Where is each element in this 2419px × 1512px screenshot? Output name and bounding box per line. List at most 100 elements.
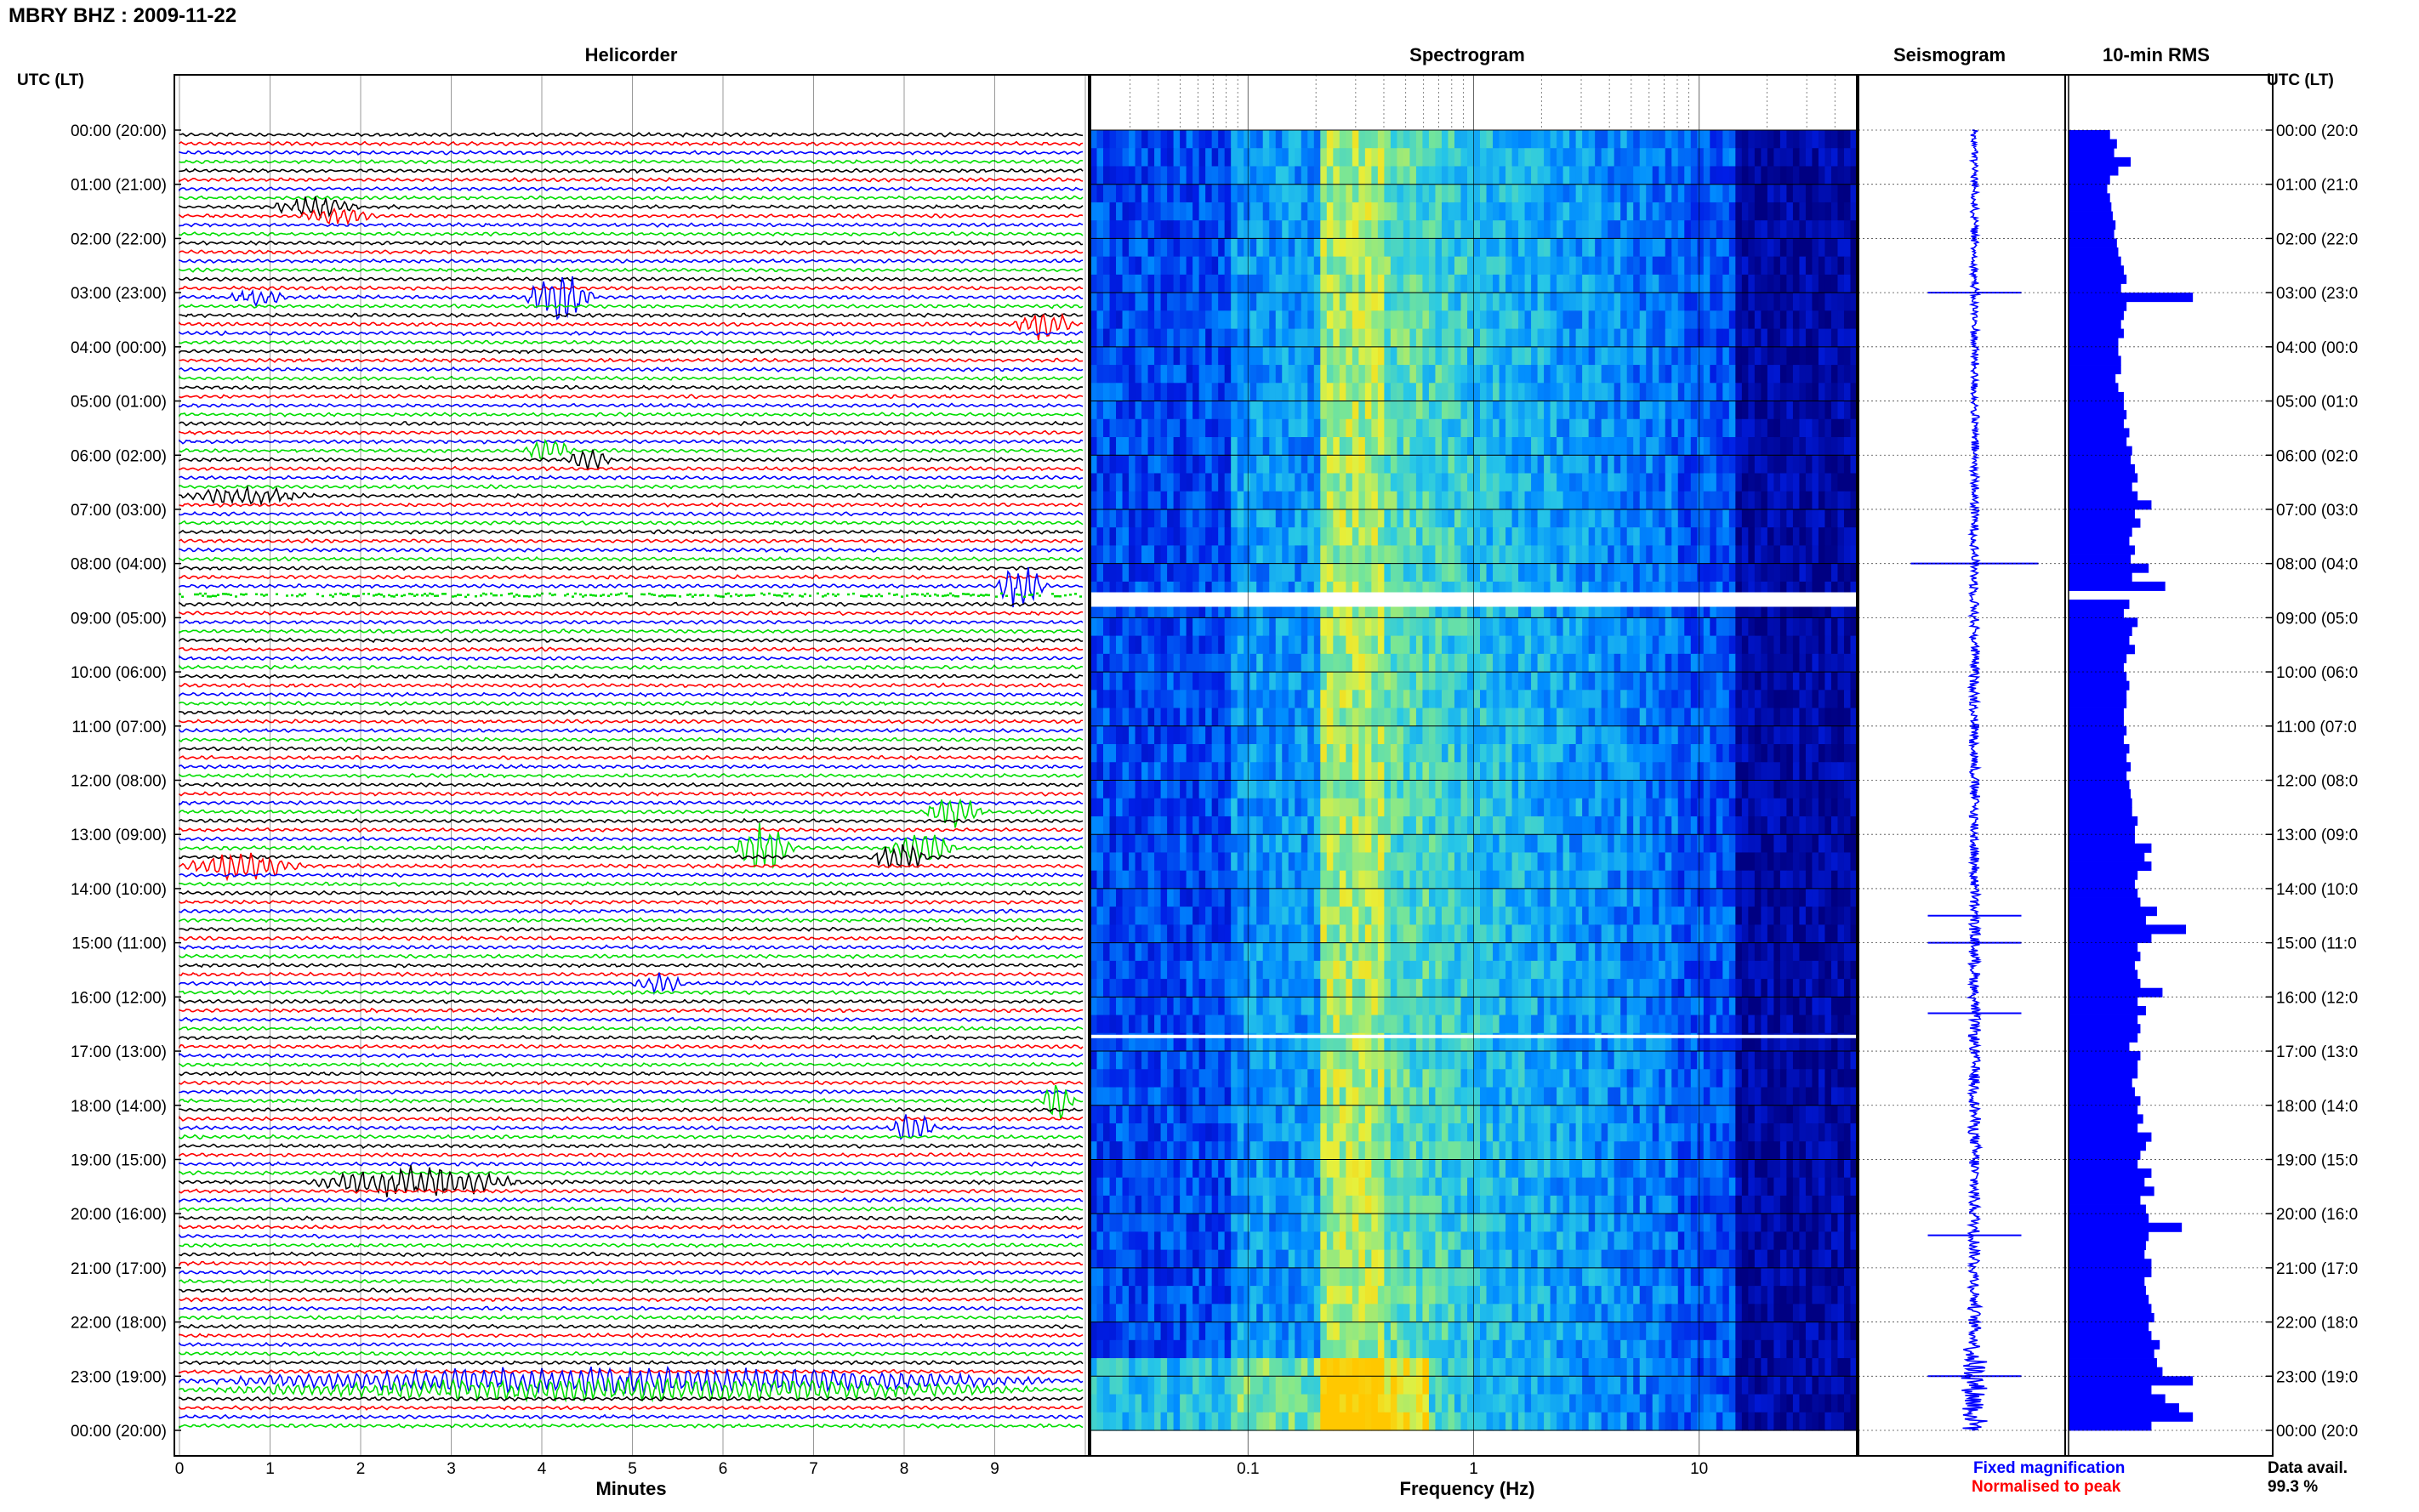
spectrogram-panel xyxy=(1090,75,1858,1456)
helicorder-trace xyxy=(179,1333,1084,1339)
helicorder-trace xyxy=(179,610,1084,617)
helicorder-trace xyxy=(179,537,1084,544)
helicorder-trace xyxy=(179,844,1084,869)
rms-bar xyxy=(2069,310,2124,321)
rms-bar xyxy=(2069,148,2114,158)
helicorder-trace xyxy=(179,791,1084,797)
rms-bar xyxy=(2069,888,2138,898)
rms-bar xyxy=(2069,942,2138,952)
rms-bar xyxy=(2069,997,2138,1007)
rms-bar xyxy=(2069,428,2130,438)
rms-bar xyxy=(2069,653,2127,663)
page-title: MBRY BHZ : 2009-11-22 xyxy=(9,4,236,27)
rms-bar xyxy=(2069,1132,2152,1142)
time-tick-left: 00:00 (20:00) xyxy=(71,122,167,140)
rms-bar xyxy=(2069,355,2121,366)
rms-bar xyxy=(2069,527,2132,537)
helicorder-trace xyxy=(179,484,1084,490)
rms-bar xyxy=(2069,1015,2138,1025)
helicorder-trace xyxy=(179,817,1084,824)
rms-bar xyxy=(2069,1331,2152,1341)
helicorder-trace xyxy=(179,566,1084,608)
time-tick-left: 07:00 (03:00) xyxy=(71,502,167,520)
helicorder-trace xyxy=(179,258,1084,264)
helicorder-trace xyxy=(179,222,1084,228)
rms-bar xyxy=(2069,1312,2154,1322)
rms-bar xyxy=(2069,482,2132,492)
helicorder-trace xyxy=(179,1043,1084,1049)
helicorder-trace xyxy=(179,754,1084,761)
helicorder-trace xyxy=(179,1170,1084,1176)
time-tick-right: 05:00 (01:0 xyxy=(2276,394,2358,412)
rms-bar xyxy=(2069,1259,2152,1269)
helicorder-trace xyxy=(179,926,1084,932)
time-tick-left: 03:00 (23:00) xyxy=(71,285,167,303)
minute-tick: 8 xyxy=(900,1460,909,1478)
rms-bar xyxy=(2069,1214,2149,1224)
helicorder-trace xyxy=(179,745,1084,752)
helicorder-trace xyxy=(179,664,1084,670)
helicorder-trace xyxy=(179,1053,1084,1059)
rms-bar xyxy=(2069,744,2130,754)
helicorder-trace xyxy=(179,1084,1084,1120)
rms-panel xyxy=(2065,129,2273,1431)
helicorder-trace xyxy=(179,393,1084,400)
rms-bar xyxy=(2069,319,2121,329)
helicorder-trace xyxy=(179,1359,1084,1366)
helicorder-trace xyxy=(179,1395,1084,1402)
helicorder-trace xyxy=(179,1405,1084,1412)
helicorder-trace xyxy=(179,822,1084,869)
time-tick-right: 22:00 (18:0 xyxy=(2276,1315,2358,1333)
helicorder-trace xyxy=(179,303,1084,310)
rms-bar xyxy=(2069,1186,2154,1197)
helicorder-trace xyxy=(179,655,1084,662)
helicorder-trace xyxy=(179,339,1084,345)
time-tick-left: 14:00 (10:00) xyxy=(71,881,167,899)
rms-bar xyxy=(2069,1087,2135,1097)
helicorder-trace xyxy=(179,881,1084,888)
time-tick-left: 12:00 (08:00) xyxy=(71,773,167,791)
helicorder-trace xyxy=(179,312,1084,341)
rms-bar xyxy=(2069,708,2124,718)
helicorder-trace xyxy=(179,231,1084,237)
helicorder-trace xyxy=(179,502,1084,509)
rms-bar xyxy=(2069,139,2117,149)
helicorder-trace xyxy=(179,555,1084,562)
rms-bar xyxy=(2069,545,2135,555)
time-tick-left: 09:00 (05:00) xyxy=(71,610,167,628)
helicorder-trace xyxy=(179,1142,1084,1149)
panel-frames xyxy=(174,74,2274,1457)
frequency-tick: 0.1 xyxy=(1237,1460,1259,1478)
helicorder-trace xyxy=(179,908,1084,914)
rms-bar xyxy=(2069,798,2132,808)
rms-bar xyxy=(2069,870,2138,880)
rms-bar xyxy=(2069,1249,2145,1259)
rms-bar xyxy=(2069,1294,2149,1305)
rms-bar xyxy=(2069,518,2141,528)
helicorder-trace xyxy=(179,1260,1084,1267)
minute-tick: 3 xyxy=(447,1460,456,1478)
helicorder-trace xyxy=(179,944,1084,951)
time-tick-right: 06:00 (02:0 xyxy=(2276,447,2358,465)
helicorder-trace xyxy=(179,835,1084,843)
rms-bar xyxy=(2069,879,2135,890)
legend-fixed-magnification: Fixed magnification xyxy=(1973,1459,2125,1477)
rms-bar xyxy=(2069,843,2152,853)
rms-bar xyxy=(2069,437,2127,447)
helicorder-trace xyxy=(179,1016,1084,1023)
helicorder-trace xyxy=(179,520,1084,526)
helicorder-trace xyxy=(179,1008,1084,1014)
rms-bar xyxy=(2069,1032,2138,1043)
rms-bar xyxy=(2069,1168,2152,1179)
rms-bar xyxy=(2069,229,2114,239)
helicorder-trace xyxy=(179,1242,1084,1248)
rms-bar xyxy=(2069,735,2124,745)
helicorder-trace xyxy=(179,185,1084,192)
helicorder-trace xyxy=(179,249,1084,255)
rms-bar xyxy=(2069,1159,2138,1169)
rms-bar xyxy=(2069,1267,2152,1277)
minute-tick: 1 xyxy=(265,1460,275,1478)
axis-labels: 00:00 (20:00) 01:00 (21:00) 02:00 (22:00) 0… xyxy=(71,122,2358,1478)
helicorder-trace xyxy=(179,619,1084,625)
helicorder-trace xyxy=(179,547,1084,553)
